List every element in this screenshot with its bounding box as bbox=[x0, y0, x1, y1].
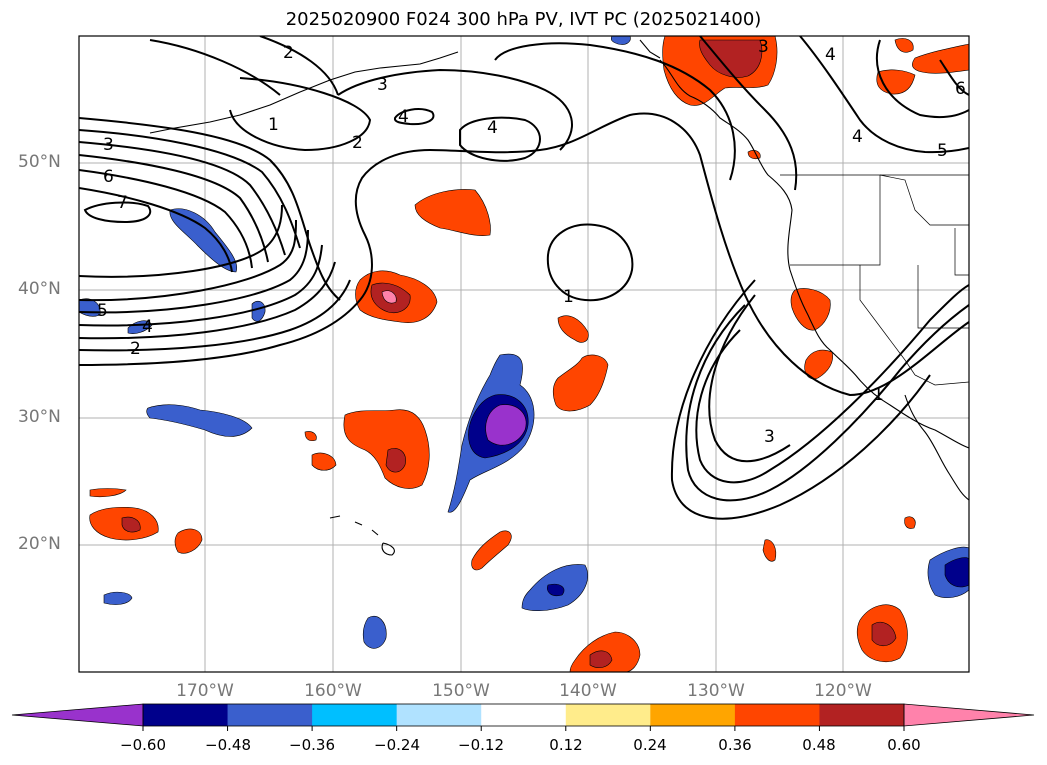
colorbar-tick-label: −0.48 bbox=[205, 736, 251, 754]
contour-label: 4 bbox=[487, 118, 498, 138]
lon-label-130w: 130°W bbox=[687, 681, 745, 701]
contour-label: 3 bbox=[377, 75, 388, 95]
contour-label: 3 bbox=[103, 135, 114, 155]
contour-label: 2 bbox=[130, 339, 141, 359]
map-background bbox=[79, 36, 969, 672]
contour-label: 5 bbox=[97, 301, 108, 321]
contour-label: 5 bbox=[937, 141, 948, 161]
colorbar-tick-label: 0.36 bbox=[718, 736, 752, 754]
colorbar-tick-label: −0.36 bbox=[289, 736, 335, 754]
contour-label: 2 bbox=[352, 133, 363, 153]
gridlines bbox=[79, 36, 969, 672]
contour-label: 4 bbox=[142, 317, 153, 337]
colorbar-tick-label: 0.24 bbox=[633, 736, 667, 754]
lat-label-50n: 50°N bbox=[18, 152, 61, 172]
colorbar-tick-label: 0.48 bbox=[802, 736, 836, 754]
colorbar-tick-label: −0.12 bbox=[458, 736, 504, 754]
ivt-pc-contours bbox=[79, 36, 969, 520]
contour-label: 6 bbox=[955, 79, 966, 99]
contour-label: 2 bbox=[283, 43, 294, 63]
contour-label: 3 bbox=[764, 427, 775, 447]
contour-label: 1 bbox=[563, 287, 574, 307]
colorbar-tick-label: −0.24 bbox=[374, 736, 420, 754]
contour-label: 3 bbox=[758, 37, 769, 57]
lon-label-150w: 150°W bbox=[432, 681, 490, 701]
political-borders bbox=[780, 174, 969, 386]
lon-label-120w: 120°W bbox=[814, 681, 872, 701]
lat-label-40n: 40°N bbox=[18, 279, 61, 299]
map-frame bbox=[78, 35, 970, 673]
contour-label: 4 bbox=[852, 127, 863, 147]
lat-label-20n: 20°N bbox=[18, 534, 61, 554]
lon-label-160w: 160°W bbox=[304, 681, 362, 701]
lon-label-140w: 140°W bbox=[559, 681, 617, 701]
colorbar-tick-label: 0.60 bbox=[887, 736, 921, 754]
pv-positive-blobs bbox=[89, 36, 969, 672]
contour-labels: 1 2 3 4 4 3 6 7 5 4 2 1 3 1 4 5 4 3 2 6 bbox=[97, 37, 966, 447]
figure-title: 2025020900 F024 300 hPa PV, IVT PC (2025… bbox=[285, 9, 762, 30]
pv-negative-blobs bbox=[79, 36, 969, 649]
contour-label: 7 bbox=[117, 193, 128, 213]
contour-label: 1 bbox=[873, 385, 884, 405]
colorbar-tick-label: 0.12 bbox=[549, 736, 583, 754]
colorbar-tick-label: −0.60 bbox=[120, 736, 166, 754]
contour-label: 1 bbox=[268, 115, 279, 135]
lat-label-30n: 30°N bbox=[18, 407, 61, 427]
lon-label-170w: 170°W bbox=[176, 681, 234, 701]
contour-label: 4 bbox=[825, 45, 836, 65]
contour-label: 6 bbox=[103, 167, 114, 187]
contour-label: 4 bbox=[398, 107, 409, 127]
